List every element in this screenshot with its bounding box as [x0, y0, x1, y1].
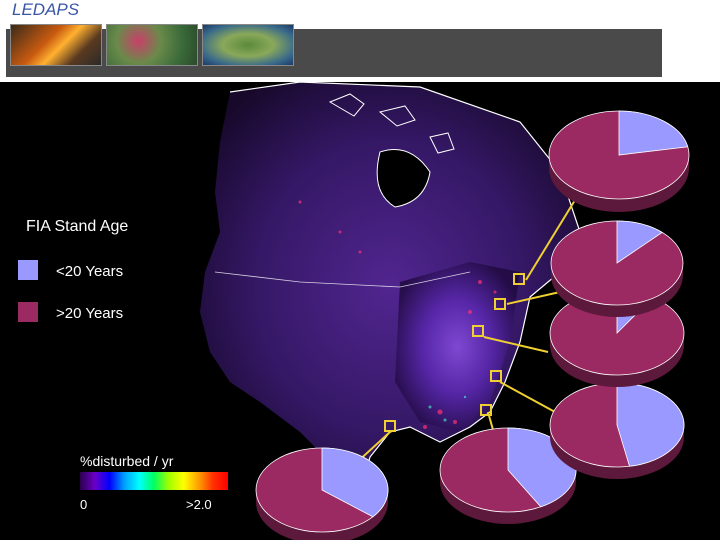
- arctic-islands: [328, 93, 455, 154]
- border-line: [214, 271, 471, 288]
- colorbar-title: %disturbed / yr: [80, 453, 174, 469]
- pie-slice-under-20: [321, 447, 389, 518]
- pie-slice-under-20: [616, 220, 663, 264]
- legend-label-over-20: >20 Years: [56, 305, 124, 322]
- disturbance-speckles: [298, 200, 497, 429]
- site-marker-southeast[interactable]: [384, 420, 396, 432]
- disturbance-speckles-cyan: [428, 395, 467, 422]
- thumbnail-disturbance: [106, 24, 198, 66]
- hudson-bay: [376, 149, 431, 208]
- site-marker-virginia[interactable]: [472, 325, 484, 337]
- pie-chart-pennsylvania: [550, 220, 684, 317]
- pie-chart-new-england: [548, 110, 690, 212]
- thumbnail-fire: [10, 24, 102, 66]
- thumbnail-us-mosaic: [202, 24, 294, 66]
- header: LEDAPS: [0, 0, 720, 80]
- pie-chart-mid-atlantic: [549, 382, 685, 479]
- colorbar: [80, 472, 228, 490]
- legend-swatch-under-20: [18, 260, 38, 280]
- site-marker-mid-atlantic[interactable]: [490, 370, 502, 382]
- pie-chart-southeast: [255, 447, 389, 540]
- legend-swatch-over-20: [18, 302, 38, 322]
- site-marker-new-england[interactable]: [513, 273, 525, 285]
- colorbar-min-label: 0: [80, 497, 88, 512]
- pie-slice-under-20: [618, 110, 689, 156]
- legend-label-under-20: <20 Years: [56, 263, 124, 280]
- colorbar-max-label: >2.0: [186, 497, 212, 512]
- eastern-forest-region: [395, 262, 520, 432]
- map-graphic: [200, 82, 584, 493]
- site-marker-pennsylvania[interactable]: [494, 298, 506, 310]
- brand-title: LEDAPS: [12, 0, 80, 19]
- site-marker-south-central[interactable]: [480, 404, 492, 416]
- coastline: [229, 82, 581, 493]
- pie-slice-under-20: [616, 382, 685, 467]
- legend-title: FIA Stand Age: [26, 218, 129, 235]
